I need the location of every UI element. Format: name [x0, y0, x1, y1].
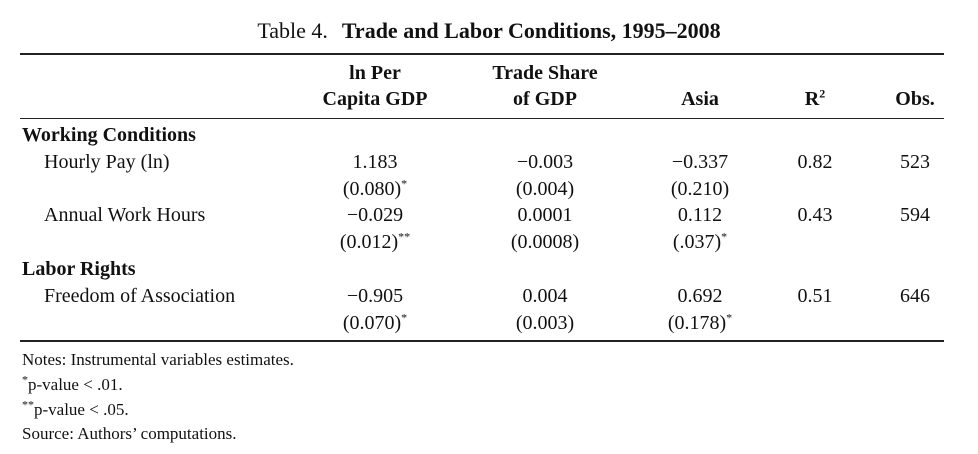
- se-value: (0.080): [342, 178, 402, 200]
- section-labor-rights: Labor Rights: [22, 258, 136, 280]
- se-value: (0.004): [515, 178, 575, 200]
- table-label: Table 4.: [257, 18, 328, 43]
- se-cell: (0.080)*: [300, 176, 450, 201]
- se-value: (0.070): [342, 312, 402, 334]
- row-label-hourly-pay: Hourly Pay (ln): [44, 151, 170, 173]
- col-header-gdp-line1: ln Per: [349, 62, 401, 84]
- se-value: (0.003): [515, 312, 575, 334]
- col-header-gdp: ln Per Capita GDP: [300, 60, 450, 112]
- r2-cell: 0.82: [797, 151, 833, 173]
- obs-cell: 523: [900, 151, 930, 173]
- est-cell: −0.029: [346, 204, 404, 226]
- se-cell: (0.178)*: [630, 310, 770, 335]
- note-line: **p-value < .05.: [22, 397, 129, 420]
- se-value: (0.210): [670, 178, 730, 200]
- col-header-r2: R2: [780, 86, 850, 112]
- se-cell: (0.003): [470, 312, 620, 335]
- se-significance: *: [401, 310, 408, 325]
- est-cell: −0.003: [516, 151, 574, 173]
- col-header-r2-text: R: [804, 88, 820, 110]
- note-marker: **: [22, 397, 34, 412]
- est-cell: 0.692: [677, 285, 723, 307]
- se-cell: (.037)*: [630, 229, 770, 254]
- row-label-annual-work-hours: Annual Work Hours: [44, 204, 206, 226]
- se-value: (0.178): [667, 312, 727, 334]
- bottom-rule: [20, 340, 944, 342]
- col-header-r2-sup: 2: [819, 86, 826, 101]
- est-cell: −0.337: [671, 151, 729, 173]
- r2-cell: 0.43: [797, 204, 833, 226]
- note-text: p-value < .01.: [28, 375, 123, 394]
- se-significance: *: [721, 229, 728, 244]
- est-cell: 0.112: [677, 204, 723, 226]
- col-header-trade-line1: Trade Share: [492, 62, 598, 84]
- se-cell: (0.012)**: [300, 229, 450, 254]
- se-value: (0.012): [339, 231, 399, 253]
- se-value: (.037): [672, 231, 722, 253]
- est-cell: 0.004: [522, 285, 568, 307]
- table-title: Table 4. Trade and Labor Conditions, 1995…: [0, 18, 978, 44]
- note-line: Source: Authors’ computations.: [22, 424, 237, 443]
- obs-cell: 646: [900, 285, 930, 307]
- se-cell: (0.210): [630, 178, 770, 201]
- note-marker: *: [22, 372, 28, 387]
- se-value: (0.0008): [510, 231, 580, 253]
- col-header-trade: Trade Share of GDP: [470, 60, 620, 112]
- top-rule: [20, 53, 944, 55]
- se-cell: (0.004): [470, 178, 620, 201]
- header-rule: [20, 118, 944, 119]
- se-cell: (0.070)*: [300, 310, 450, 335]
- table-title-text: Trade and Labor Conditions, 1995–2008: [341, 18, 721, 43]
- note-line: *p-value < .01.: [22, 372, 123, 395]
- col-header-trade-line2: of GDP: [513, 88, 577, 110]
- est-cell: 0.0001: [517, 204, 573, 226]
- row-label-freedom-of-association: Freedom of Association: [44, 285, 236, 307]
- se-cell: (0.0008): [470, 231, 620, 254]
- est-cell: 1.183: [352, 151, 398, 173]
- se-significance: **: [398, 229, 411, 244]
- est-cell: −0.905: [346, 285, 404, 307]
- se-significance: *: [401, 176, 408, 191]
- note-text: p-value < .05.: [34, 400, 129, 419]
- col-header-gdp-line2: Capita GDP: [322, 88, 428, 110]
- section-working-conditions: Working Conditions: [22, 124, 196, 146]
- note-line: Notes: Instrumental variables estimates.: [22, 350, 294, 369]
- r2-cell: 0.51: [797, 285, 833, 307]
- se-significance: *: [726, 310, 733, 325]
- obs-cell: 594: [900, 204, 930, 226]
- col-header-obs: Obs.: [895, 88, 935, 110]
- col-header-asia: Asia: [681, 88, 719, 110]
